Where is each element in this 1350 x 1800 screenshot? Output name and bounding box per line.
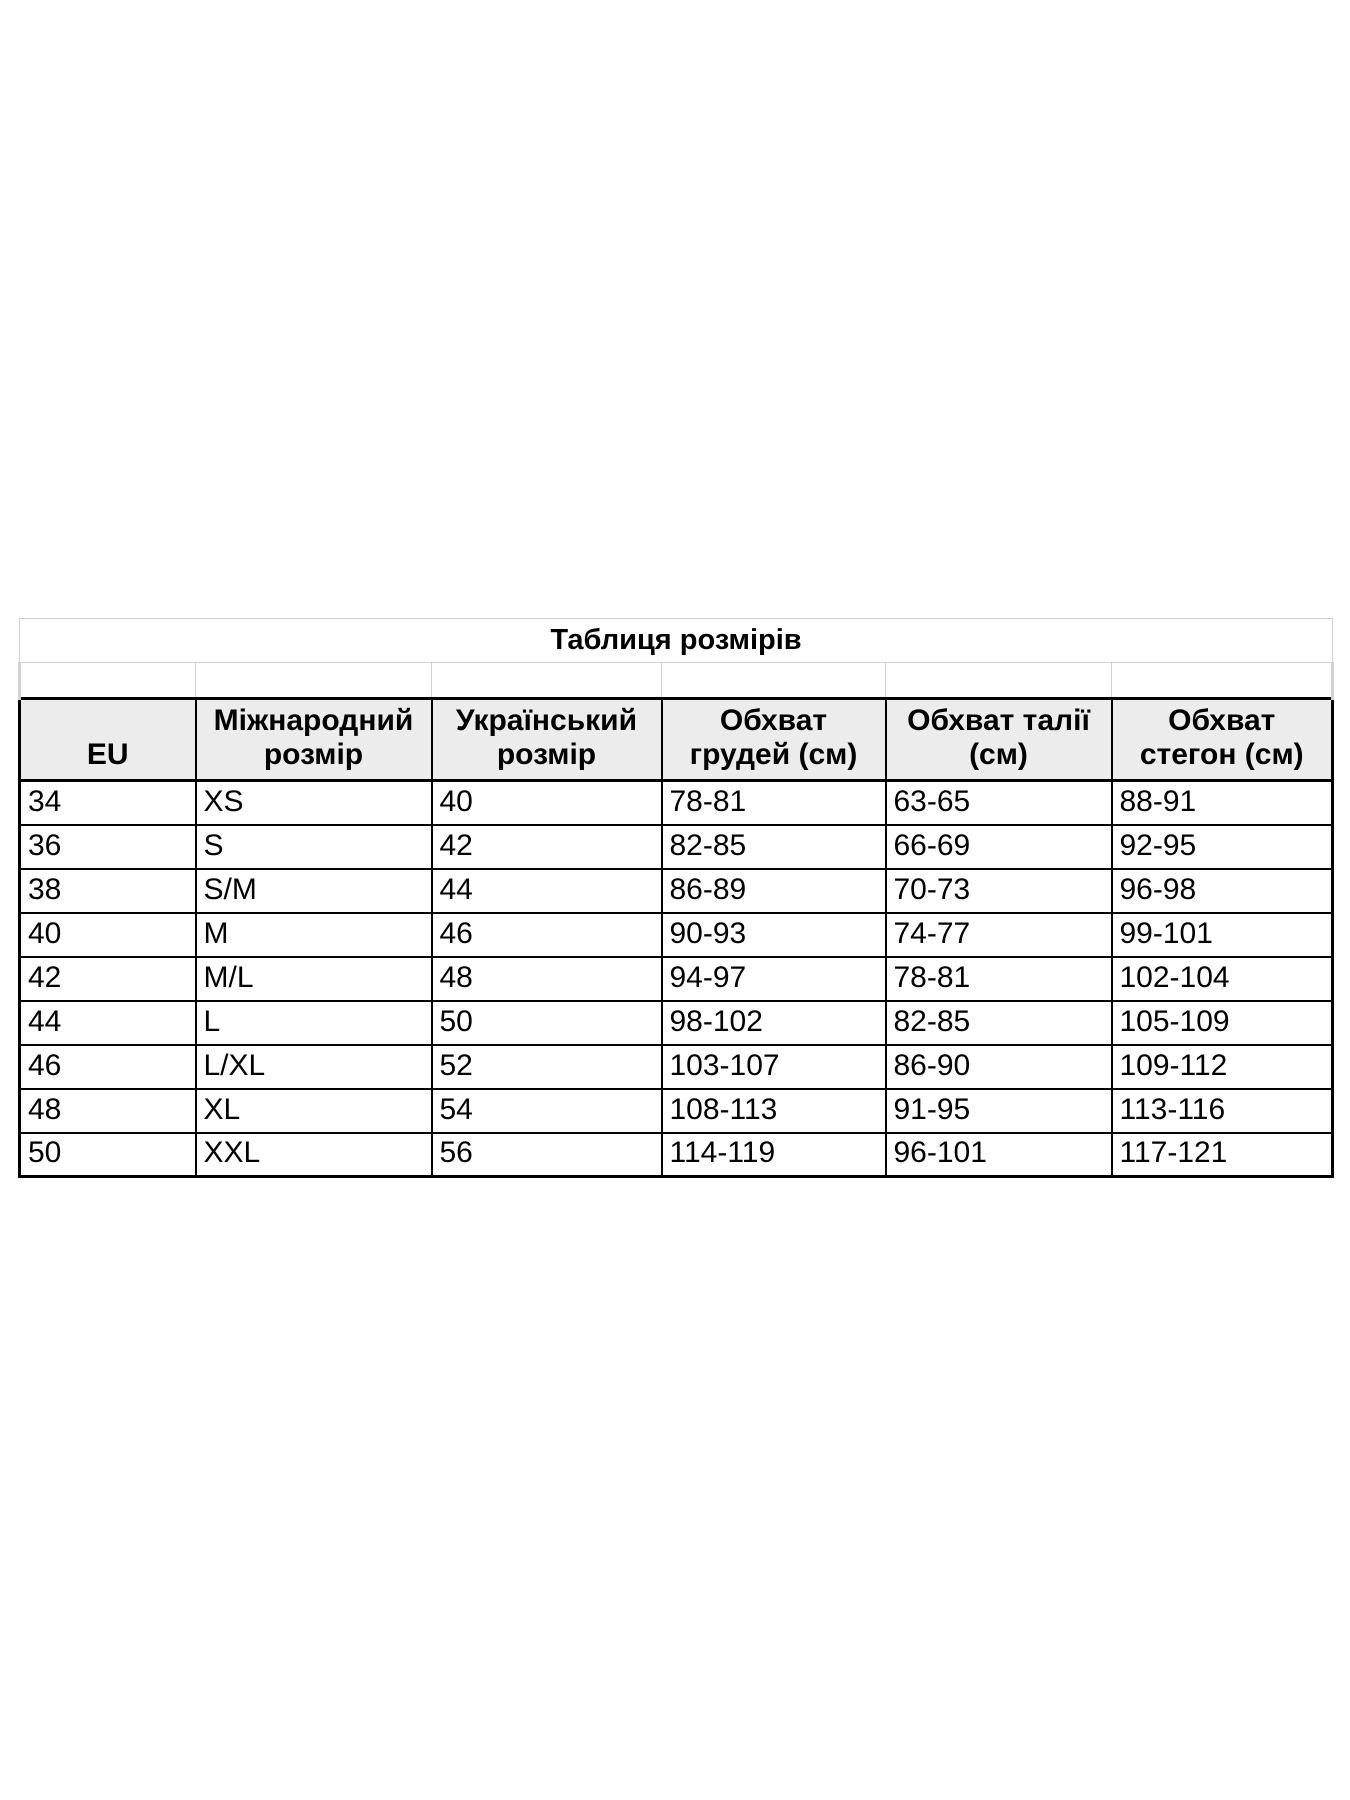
size-table-body: Таблиця розмірів EU Міжнародний розмір Укра… — [18, 618, 1335, 1178]
table-cell-hips-cm: 113-116 — [1110, 1087, 1335, 1134]
table-row: 46 L/XL 52 103-107 86-90 109-112 — [18, 1043, 1335, 1090]
column-header-hips-cm: Обхват стегон (см) — [1110, 697, 1335, 782]
table-cell-chest-cm: 82-85 — [660, 823, 887, 870]
table-cell-eu: 46 — [18, 1043, 197, 1090]
table-cell-international-size: XS — [194, 779, 433, 826]
spacer-cell — [18, 662, 196, 699]
table-cell-ukrainian-size: 54 — [430, 1087, 663, 1134]
table-cell-waist-cm: 63-65 — [884, 779, 1113, 826]
table-cell-ukrainian-size: 42 — [430, 823, 663, 870]
table-cell-eu: 42 — [18, 955, 197, 1002]
table-cell-eu: 48 — [18, 1087, 197, 1134]
table-cell-waist-cm: 78-81 — [884, 955, 1113, 1002]
table-cell-waist-cm: 66-69 — [884, 823, 1113, 870]
spacer-cell — [885, 662, 1112, 699]
spacer-cell — [195, 662, 432, 699]
size-table: Таблиця розмірів EU Міжнародний розмір Укра… — [18, 618, 1335, 1178]
table-row: 48 XL 54 108-113 91-95 113-116 — [18, 1087, 1335, 1134]
table-row: 38 S/M 44 86-89 70-73 96-98 — [18, 867, 1335, 914]
table-cell-ukrainian-size: 46 — [430, 911, 663, 958]
column-header-ukrainian-size: Український розмір — [430, 697, 663, 782]
table-cell-ukrainian-size: 50 — [430, 999, 663, 1046]
table-cell-waist-cm: 96-101 — [884, 1131, 1113, 1178]
table-cell-hips-cm: 99-101 — [1110, 911, 1335, 958]
table-cell-international-size: S — [194, 823, 433, 870]
table-cell-hips-cm: 92-95 — [1110, 823, 1335, 870]
table-cell-chest-cm: 86-89 — [660, 867, 887, 914]
table-cell-waist-cm: 82-85 — [884, 999, 1113, 1046]
table-cell-chest-cm: 114-119 — [660, 1131, 887, 1178]
table-cell-hips-cm: 88-91 — [1110, 779, 1335, 826]
table-cell-international-size: XXL — [194, 1131, 433, 1178]
table-cell-chest-cm: 108-113 — [660, 1087, 887, 1134]
table-cell-eu: 44 — [18, 999, 197, 1046]
table-cell-waist-cm: 91-95 — [884, 1087, 1113, 1134]
table-row: 40 M 46 90-93 74-77 99-101 — [18, 911, 1335, 958]
table-row: 44 L 50 98-102 82-85 105-109 — [18, 999, 1335, 1046]
table-cell-ukrainian-size: 40 — [430, 779, 663, 826]
table-cell-hips-cm: 117-121 — [1110, 1131, 1335, 1178]
table-cell-hips-cm: 109-112 — [1110, 1043, 1335, 1090]
column-header-chest-cm: Обхват грудей (см) — [660, 697, 887, 782]
table-cell-hips-cm: 96-98 — [1110, 867, 1335, 914]
table-row: 42 M/L 48 94-97 78-81 102-104 — [18, 955, 1335, 1002]
table-cell-international-size: L — [194, 999, 433, 1046]
column-header-eu: EU — [18, 697, 197, 782]
table-cell-eu: 34 — [18, 779, 197, 826]
table-cell-chest-cm: 94-97 — [660, 955, 887, 1002]
table-cell-chest-cm: 90-93 — [660, 911, 887, 958]
table-row: 36 S 42 82-85 66-69 92-95 — [18, 823, 1335, 870]
table-cell-waist-cm: 86-90 — [884, 1043, 1113, 1090]
table-cell-waist-cm: 70-73 — [884, 867, 1113, 914]
table-title: Таблиця розмірів — [18, 618, 1334, 663]
table-title-row: Таблиця розмірів — [18, 618, 1334, 663]
table-cell-ukrainian-size: 44 — [430, 867, 663, 914]
table-cell-international-size: M — [194, 911, 433, 958]
table-cell-international-size: L/XL — [194, 1043, 433, 1090]
table-cell-chest-cm: 103-107 — [660, 1043, 887, 1090]
spacer-cell — [661, 662, 886, 699]
spacer-row — [18, 662, 1335, 699]
table-cell-international-size: S/M — [194, 867, 433, 914]
column-header-international-size: Міжнародний розмір — [194, 697, 433, 782]
table-row: 34 XS 40 78-81 63-65 88-91 — [18, 779, 1335, 826]
table-cell-eu: 50 — [18, 1131, 197, 1178]
table-cell-hips-cm: 105-109 — [1110, 999, 1335, 1046]
table-cell-eu: 38 — [18, 867, 197, 914]
table-cell-international-size: M/L — [194, 955, 433, 1002]
table-cell-ukrainian-size: 56 — [430, 1131, 663, 1178]
spacer-cell — [1110, 662, 1335, 699]
table-cell-ukrainian-size: 52 — [430, 1043, 663, 1090]
table-cell-chest-cm: 98-102 — [660, 999, 887, 1046]
table-cell-eu: 36 — [18, 823, 197, 870]
table-row: 50 XXL 56 114-119 96-101 117-121 — [18, 1131, 1335, 1178]
table-cell-waist-cm: 74-77 — [884, 911, 1113, 958]
header-row: EU Міжнародний розмір Український розмір Обхв… — [18, 697, 1335, 782]
spacer-cell — [431, 662, 662, 699]
table-cell-international-size: XL — [194, 1087, 433, 1134]
table-cell-eu: 40 — [18, 911, 197, 958]
table-cell-hips-cm: 102-104 — [1110, 955, 1335, 1002]
table-cell-ukrainian-size: 48 — [430, 955, 663, 1002]
column-header-waist-cm: Обхват талії (см) — [884, 697, 1113, 782]
table-cell-chest-cm: 78-81 — [660, 779, 887, 826]
